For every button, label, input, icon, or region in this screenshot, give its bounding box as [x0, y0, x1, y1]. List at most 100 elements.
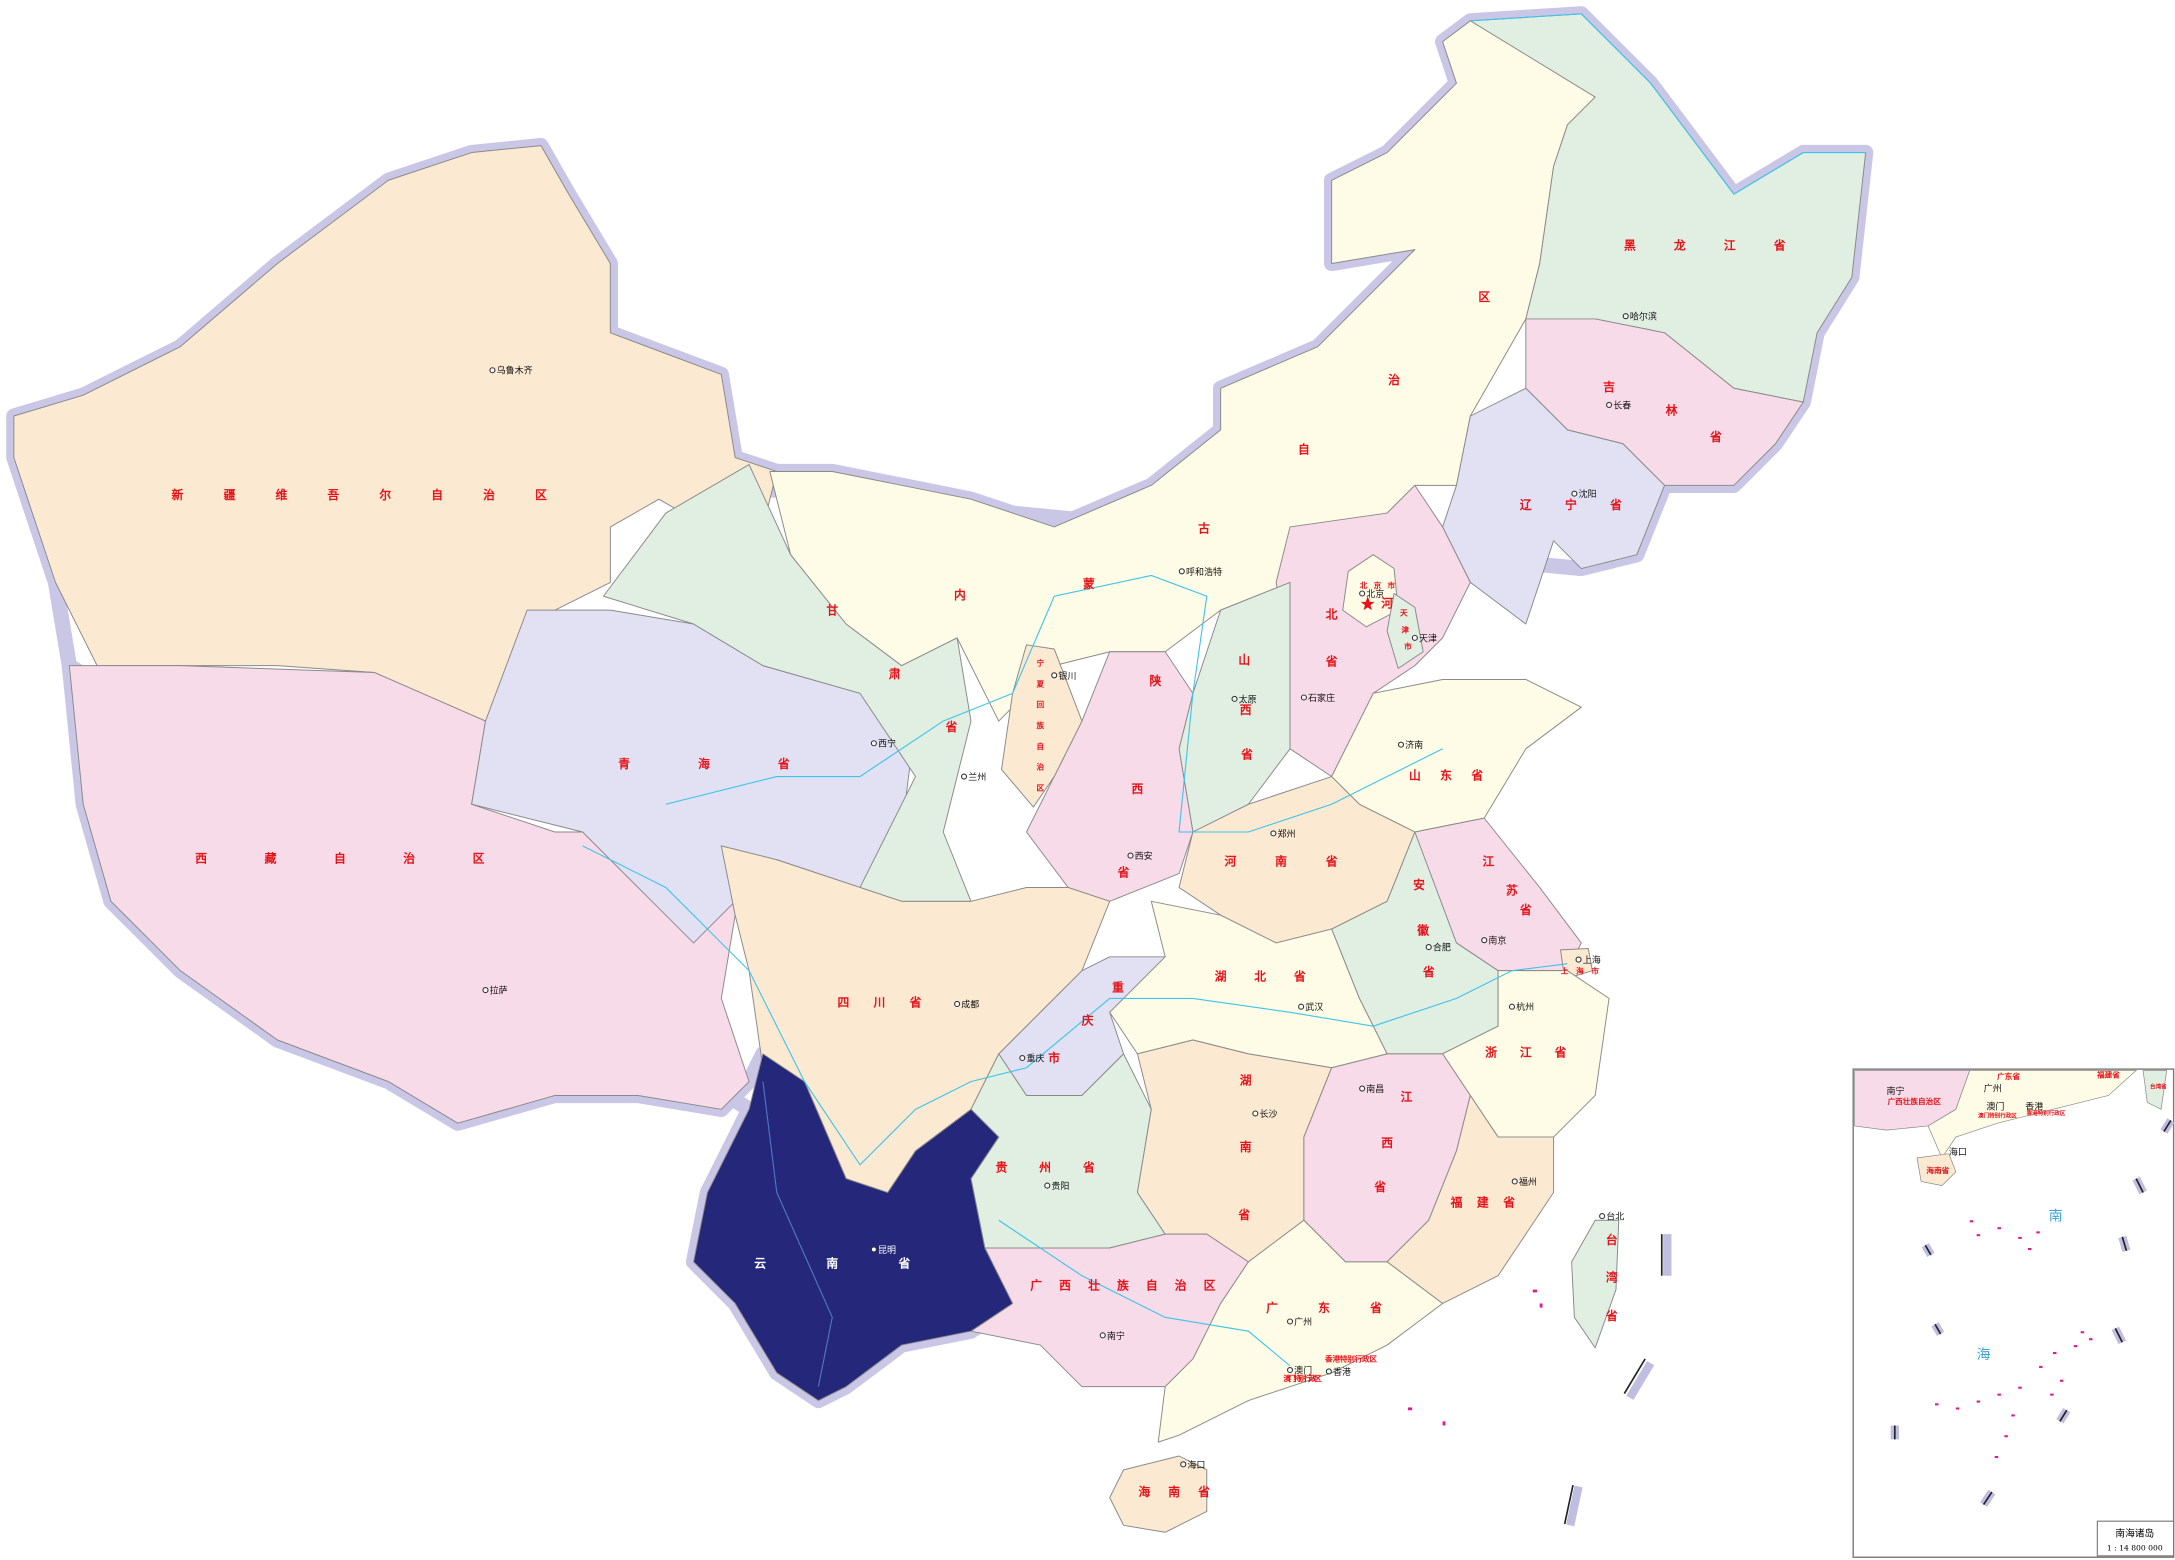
city-dot-icon [1575, 956, 1582, 963]
island-mark [2011, 1414, 2015, 1417]
city-label: 太原 [1239, 693, 1257, 705]
city-dot-icon [1252, 1110, 1259, 1117]
city-marker: 香港 [1325, 1366, 1351, 1378]
city-dot-icon [1622, 313, 1629, 320]
label-liaoning: 辽宁省 [1520, 498, 1622, 512]
river-heilong [1470, 13, 1866, 195]
capital-star-icon [1360, 596, 1375, 611]
province-taiwan[interactable] [1571, 1219, 1620, 1349]
city-label: 广州 [1294, 1316, 1312, 1328]
rivers [582, 13, 1866, 1387]
city-dot-icon [1178, 568, 1185, 575]
sea-label-nan: 南 [2049, 1208, 2063, 1224]
inset-label-hongkong: 香港特别行政区 [2026, 1109, 2066, 1117]
city-marker: 西宁 [870, 738, 896, 750]
label-tibet: 西藏自治区 [195, 852, 484, 866]
city-dot-icon [1397, 741, 1405, 748]
city-label: 呼和浩特 [1186, 566, 1222, 578]
city-label: 沈阳 [1579, 488, 1597, 500]
city-dot-icon [1599, 1213, 1606, 1220]
city-dot-icon [1180, 1461, 1187, 1468]
label-shandong: 山东省 [1409, 768, 1483, 782]
inset-label-guangdong: 广东省 [1997, 1071, 2020, 1081]
label-guizhou: 贵州省 [996, 1161, 1095, 1175]
city-marker: 贵阳 [1044, 1180, 1069, 1192]
river-pearl [998, 1219, 1291, 1367]
label-inner-mongolia: 内蒙古自治区 [954, 290, 1490, 602]
city-dot-icon [1127, 852, 1134, 859]
city-dot-icon [1099, 1332, 1106, 1339]
city-dot-icon [1286, 1366, 1294, 1374]
province-tianjin[interactable] [1386, 593, 1424, 669]
city-label: 重庆 [1026, 1052, 1044, 1064]
label-tianjin: 天津市 [1400, 609, 1412, 651]
city-label: 拉萨 [490, 985, 508, 997]
city-marker: 兰州 [960, 771, 986, 783]
boundary-dash [2114, 1328, 2124, 1343]
city-marker: 昆明 [870, 1245, 896, 1256]
inset-label-hainan: 海南省 [1926, 1165, 1949, 1175]
inset-label-fujian: 福建省 [2096, 1069, 2120, 1079]
city-label: 上海 [1583, 954, 1601, 966]
inset-legend-box [2096, 1520, 2175, 1557]
island-mark [2027, 1248, 2032, 1251]
province-guangxi[interactable] [970, 1233, 1249, 1388]
label-taiwan: 台湾省 [1605, 1233, 1618, 1323]
province-inner-mongolia[interactable] [769, 20, 1596, 722]
city-dot-icon [1019, 1054, 1026, 1062]
city-label: 台北 [1606, 1211, 1624, 1223]
province-gansu[interactable] [602, 464, 972, 902]
label-hongkong: 香港特别行政区 [1324, 1354, 1377, 1364]
city-label: 长春 [1613, 399, 1631, 411]
label-shanghai: 上海市 [1561, 965, 1600, 975]
island-mark [2004, 1435, 2008, 1438]
city-label: 哈尔滨 [1630, 311, 1657, 323]
city-dot-icon [1298, 1003, 1305, 1010]
island-mark [1955, 1407, 1960, 1410]
province-ningxia[interactable] [1001, 644, 1083, 808]
river-yangtze [582, 845, 1568, 1166]
city-label: 合肥 [1433, 942, 1451, 954]
city-marker: 海口 [1180, 1459, 1205, 1471]
province-fujian[interactable] [1386, 1094, 1555, 1304]
province-guangdong[interactable] [1157, 1219, 1444, 1443]
island-mark [2050, 1393, 2054, 1396]
province-yunnan[interactable] [693, 1053, 1014, 1402]
label-qinghai: 青海省 [618, 757, 790, 771]
city-marker: 哈尔滨 [1622, 311, 1657, 323]
label-zhejiang: 浙江省 [1485, 1046, 1566, 1060]
label-hebei: 河北省 [1325, 596, 1393, 668]
boundary-dash [2059, 1409, 2068, 1422]
city-dot-icon [1606, 401, 1613, 408]
city-label: 郑州 [1278, 828, 1296, 840]
inset-label-hongkong-city: 香港 [2025, 1100, 2043, 1112]
island-mark [1969, 1220, 1974, 1223]
city-marker: 广州 [1286, 1316, 1312, 1328]
inset-label-guangxi: 广西壮族自治区 [1888, 1096, 1942, 1106]
label-sichuan: 四川省 [837, 996, 921, 1010]
label-beijing: 北京市 [1360, 580, 1396, 590]
city-marker: 上海 [1575, 954, 1601, 966]
city-marker: 太原 [1231, 693, 1257, 705]
city-label: 澳门 [1294, 1364, 1312, 1376]
city-marker: 澳门 [1286, 1364, 1312, 1376]
label-guangdong: 广东省 [1266, 1301, 1382, 1315]
boundary-dash [2163, 1119, 2172, 1132]
city-marker: 杭州 [1508, 1001, 1534, 1013]
city-dot-icon [1411, 634, 1418, 641]
city-label: 武汉 [1305, 1001, 1323, 1013]
province-hainan[interactable] [1109, 1455, 1208, 1533]
city-marker: 南宁 [1099, 1330, 1125, 1342]
inset-label-guangzhou: 广州 [1984, 1082, 2002, 1094]
label-gansu: 甘肃省 [826, 603, 957, 733]
city-label: 北京 [1366, 588, 1384, 600]
city-marker: 合肥 [1425, 942, 1451, 954]
city-dot-icon [954, 1000, 961, 1007]
city-marker: 台北 [1599, 1211, 1624, 1223]
city-marker: 呼和浩特 [1178, 566, 1222, 578]
city-marker: 沈阳 [1571, 488, 1597, 500]
city-label: 成都 [961, 998, 979, 1010]
city-label: 福州 [1519, 1176, 1537, 1188]
city-label: 南宁 [1107, 1330, 1125, 1342]
city-label: 石家庄 [1308, 692, 1335, 704]
